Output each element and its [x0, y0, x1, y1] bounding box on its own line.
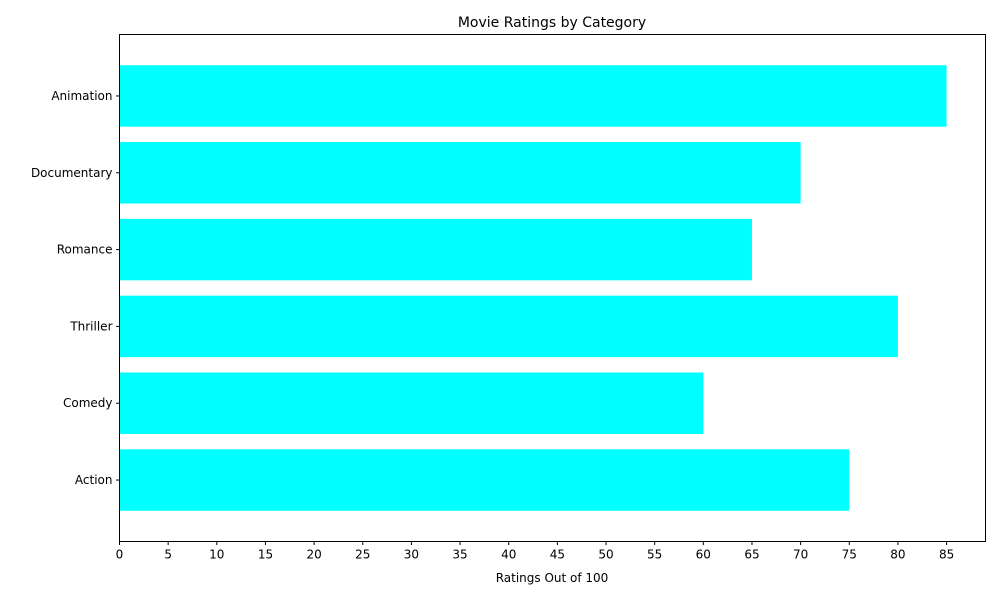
y-tick-label: Thriller: [69, 319, 112, 333]
x-tick-label: 40: [501, 548, 516, 562]
x-tick-label: 35: [452, 548, 467, 562]
bar-thriller: [119, 295, 898, 358]
x-tick-label: 15: [258, 548, 273, 562]
x-axis-label: Ratings Out of 100: [496, 571, 609, 585]
x-axis-ticks: 0 5 10 15 20 25 30 35 40 45 50 55 60 65 70 75 80 85: [116, 541, 954, 562]
bar-romance: [119, 218, 752, 281]
x-tick-label: 75: [842, 548, 857, 562]
x-tick-label: 85: [939, 548, 954, 562]
x-tick-label: 25: [355, 548, 370, 562]
x-tick-label: 10: [209, 548, 224, 562]
x-tick-label: 55: [647, 548, 662, 562]
y-tick-label: Romance: [57, 243, 113, 257]
x-tick-label: 70: [793, 548, 808, 562]
x-tick-label: 50: [598, 548, 613, 562]
bar-documentary: [119, 142, 801, 204]
y-tick-label: Documentary: [31, 166, 113, 180]
x-tick-label: 20: [306, 548, 321, 562]
y-tick-label: Comedy: [63, 396, 113, 410]
y-tick-label: Action: [75, 473, 113, 487]
plot-frame: [119, 34, 986, 542]
bar-action: [119, 449, 850, 511]
x-tick-label: 5: [164, 548, 172, 562]
x-tick-label: 30: [404, 548, 419, 562]
x-tick-label: 0: [116, 548, 124, 562]
bars-group: [119, 65, 947, 511]
x-tick-label: 60: [696, 548, 711, 562]
x-tick-label: 45: [550, 548, 565, 562]
x-tick-label: 65: [744, 548, 759, 562]
bar-comedy: [119, 372, 704, 434]
bar-animation: [119, 65, 947, 127]
x-tick-label: 80: [890, 548, 905, 562]
chart-title: Movie Ratings by Category: [458, 15, 646, 31]
y-axis-ticks: Action Comedy Thriller Romance Documentary An…: [31, 89, 120, 487]
y-tick-label: Animation: [51, 89, 112, 103]
